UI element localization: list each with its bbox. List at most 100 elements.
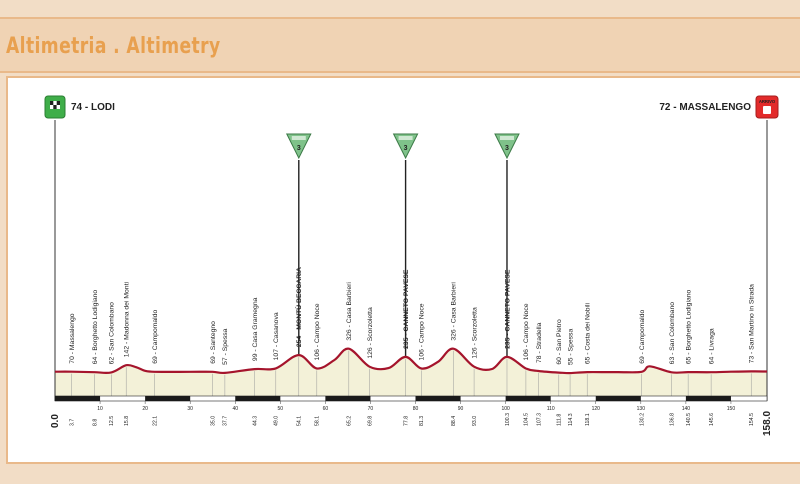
km-bar-segment bbox=[415, 396, 461, 401]
kom-category-label: 3 bbox=[404, 145, 408, 152]
waypoint-km-label: 15.8 bbox=[124, 416, 130, 426]
km-tick-label: 60 bbox=[323, 406, 329, 412]
finish-km-label: 158.0 bbox=[762, 411, 773, 436]
km-tick-label: 100 bbox=[501, 406, 510, 412]
waypoint-label: 57 - Spessa bbox=[222, 328, 229, 364]
kom-mountain-icon bbox=[499, 136, 514, 140]
waypoint-km-label: 58.1 bbox=[315, 416, 321, 426]
waypoint-label: 78 - Stradella bbox=[536, 322, 543, 363]
waypoint-label: 65 - Borghetto Lodigiano bbox=[685, 289, 692, 364]
start-km-label: 0.0 bbox=[50, 414, 61, 428]
waypoint-km-label: 37.7 bbox=[223, 416, 229, 426]
km-tick-label: 10 bbox=[97, 406, 103, 412]
waypoint-label: 326 - Casa Barbieri bbox=[451, 282, 458, 341]
waypoint-label: 126 - Scorzoletta bbox=[367, 307, 374, 359]
km-tick-label: 110 bbox=[547, 406, 555, 412]
km-tick-label: 130 bbox=[637, 406, 646, 412]
finish-label: 72 - MASSALENGO bbox=[659, 102, 751, 113]
waypoint-label: 65 - Costa dei Nobili bbox=[584, 302, 591, 364]
km-tick-label: 90 bbox=[458, 406, 464, 412]
waypoint-km-label: 140.5 bbox=[686, 413, 692, 426]
km-tick-label: 150 bbox=[727, 406, 736, 412]
waypoint-km-label: 154.5 bbox=[749, 413, 755, 426]
waypoint-label: 64 - Livraga bbox=[708, 328, 715, 364]
waypoint-label: 62 - San Colombano bbox=[109, 302, 116, 365]
waypoint-label: 63 - San Colombano bbox=[669, 302, 676, 365]
kom-mountain-icon bbox=[291, 136, 306, 140]
finish-badge-text: ARRIVO bbox=[759, 99, 776, 104]
waypoint-label: 55 - Spessa bbox=[567, 329, 574, 365]
waypoint-label: 142 - Madonna dei Monti bbox=[124, 282, 131, 358]
profile-area bbox=[55, 348, 767, 396]
waypoint-label: 254 - MONTÙ BECCARIA bbox=[294, 267, 303, 347]
waypoint-km-label: 88.4 bbox=[451, 416, 457, 426]
km-tick-label: 70 bbox=[368, 406, 374, 412]
waypoint-km-label: 81.3 bbox=[419, 416, 425, 426]
waypoint-km-label: 54.1 bbox=[297, 416, 303, 426]
waypoint-km-label: 44.3 bbox=[252, 416, 258, 426]
km-bar-segment bbox=[145, 396, 191, 401]
waypoint-km-label: 93.0 bbox=[472, 416, 478, 426]
waypoint-km-label: 65.2 bbox=[347, 416, 353, 426]
km-bar-segment bbox=[55, 396, 101, 401]
km-tick-label: 40 bbox=[232, 406, 238, 412]
waypoint-km-label: 107.3 bbox=[536, 413, 542, 426]
profile-line bbox=[54, 347, 768, 375]
km-bar-segment bbox=[595, 396, 641, 401]
waypoint-label: 69 - Santegno bbox=[210, 321, 217, 364]
waypoint-label: 106 - Campo Noce bbox=[419, 303, 426, 360]
km-tick-label: 140 bbox=[682, 406, 691, 412]
waypoint-km-label: 3.7 bbox=[69, 419, 75, 426]
waypoint-label: 126 - Scorzoletta bbox=[471, 307, 478, 359]
waypoint-km-label: 118.1 bbox=[585, 413, 591, 426]
km-tick-label: 50 bbox=[278, 406, 284, 412]
km-bar-segment bbox=[505, 396, 551, 401]
waypoint-km-label: 22.1 bbox=[152, 416, 158, 426]
kom-category-label: 3 bbox=[505, 145, 509, 152]
waypoint-km-label: 130.2 bbox=[640, 413, 646, 426]
waypoint-label: 69 - Campomaldo bbox=[639, 310, 646, 364]
waypoint-km-label: 77.8 bbox=[403, 416, 409, 426]
waypoint-label: 69 - Campomaldo bbox=[152, 310, 159, 364]
waypoint-label: 99 - Casa Gramegna bbox=[252, 297, 259, 361]
waypoint-label: 73 - San Martino in Strada bbox=[749, 284, 756, 364]
start-label: 74 - LODI bbox=[71, 102, 115, 113]
page-title: Altimetria . Altimetry bbox=[6, 34, 221, 59]
checkered-flag-square bbox=[53, 105, 57, 109]
waypoint-label: 70 - Massalengo bbox=[69, 313, 76, 363]
waypoint-km-label: 136.8 bbox=[669, 413, 675, 426]
km-tick-label: 80 bbox=[413, 406, 419, 412]
finish-gate-icon bbox=[763, 106, 771, 114]
checkered-flag-square bbox=[56, 101, 60, 105]
waypoint-km-label: 35.0 bbox=[211, 416, 217, 426]
km-bar-segment bbox=[235, 396, 281, 401]
waypoint-km-label: 69.8 bbox=[367, 416, 373, 426]
waypoint-km-label: 104.5 bbox=[524, 413, 530, 426]
waypoint-label: 106 - Campo Noce bbox=[314, 303, 321, 360]
waypoint-label: 235 - CANNETO PAVESE bbox=[504, 269, 511, 349]
waypoint-km-label: 100.3 bbox=[505, 413, 511, 426]
waypoint-km-label: 12.5 bbox=[109, 416, 115, 426]
waypoint-km-label: 8.8 bbox=[92, 419, 98, 426]
waypoint-label: 107 - Casanova bbox=[273, 312, 280, 360]
kom-category-label: 3 bbox=[297, 145, 301, 152]
km-bar-segment bbox=[325, 396, 371, 401]
checkered-flag-square bbox=[50, 101, 54, 105]
waypoint-km-label: 111.8 bbox=[557, 414, 563, 426]
waypoint-label: 106 - Campo Noce bbox=[523, 303, 530, 360]
km-bar-segment bbox=[685, 396, 731, 401]
km-tick-label: 20 bbox=[142, 406, 148, 412]
km-tick-label: 120 bbox=[592, 406, 601, 412]
waypoint-label: 235 - CANNETO PAVESE bbox=[403, 269, 410, 349]
waypoint-km-label: 114.3 bbox=[568, 413, 574, 426]
header-band bbox=[0, 17, 800, 73]
waypoint-km-label: 49.0 bbox=[274, 416, 280, 426]
waypoint-label: 326 - Casa Barbieri bbox=[346, 282, 353, 341]
waypoint-label: 64 - Borghetto Lodigiano bbox=[92, 290, 99, 365]
km-tick-label: 30 bbox=[187, 406, 193, 412]
kom-mountain-icon bbox=[398, 136, 413, 140]
waypoint-label: 60 - San Pietro bbox=[556, 319, 563, 365]
waypoint-km-label: 145.6 bbox=[709, 413, 715, 426]
